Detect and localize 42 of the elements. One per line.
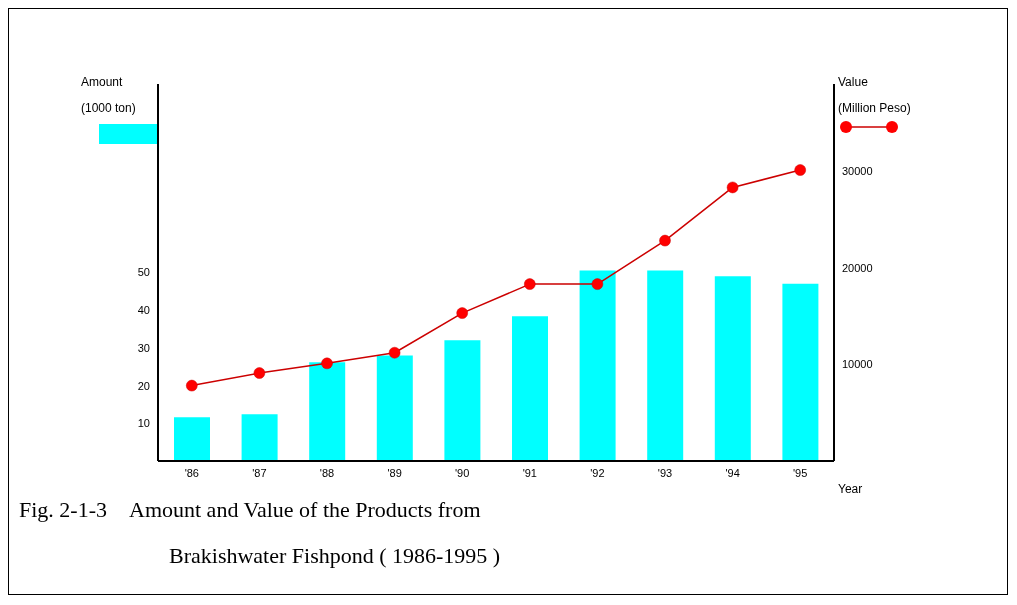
bar [714, 276, 751, 461]
x-axis-title: Year [838, 482, 863, 496]
point [456, 307, 468, 319]
point [321, 357, 333, 370]
bar [376, 355, 413, 461]
x-tick-label: '95 [793, 466, 808, 479]
y2-tick-label: 30000 [842, 164, 873, 177]
bar [512, 316, 548, 461]
x-tick-label: '93 [657, 466, 673, 479]
text: Fig. 2-1-3 Amount and Value of the Products from Brakishwater Fishpond ( 1986-1995 ) [19, 496, 501, 570]
point [253, 367, 266, 379]
bar [444, 340, 481, 461]
y-tick-label: 20 [137, 379, 150, 392]
y2-tick-label: 10000 [842, 358, 873, 371]
x-tick-label: '92 [590, 466, 605, 479]
bar [174, 417, 210, 461]
y-tick-label: 10 [137, 417, 150, 430]
x-tick-label: '91 [522, 466, 537, 479]
y-tick-label: 30 [137, 341, 150, 354]
bar [241, 414, 278, 461]
bar [579, 270, 616, 461]
x-tick-label: '89 [387, 466, 402, 479]
point [794, 164, 806, 176]
y-tick-label: 50 [137, 266, 150, 279]
point [186, 379, 198, 392]
y-axis-title: Amount (1000 ton) [81, 74, 136, 117]
point [388, 346, 401, 359]
x-tick-label: '86 [184, 466, 199, 479]
bar [647, 270, 684, 461]
y-tick-label: 40 [137, 304, 150, 317]
y2-axis-title: Value (Million Peso) [838, 74, 911, 117]
x-tick-label: '94 [725, 466, 740, 479]
point [591, 278, 604, 290]
x-tick-label: '87 [252, 466, 267, 479]
x-tick-label: '88 [319, 466, 335, 479]
point [659, 234, 671, 247]
y2-tick-label: 20000 [842, 261, 873, 274]
point [524, 278, 536, 290]
bar [309, 362, 346, 461]
point [726, 181, 739, 194]
bar [782, 283, 819, 461]
x-tick-label: '90 [455, 466, 470, 479]
